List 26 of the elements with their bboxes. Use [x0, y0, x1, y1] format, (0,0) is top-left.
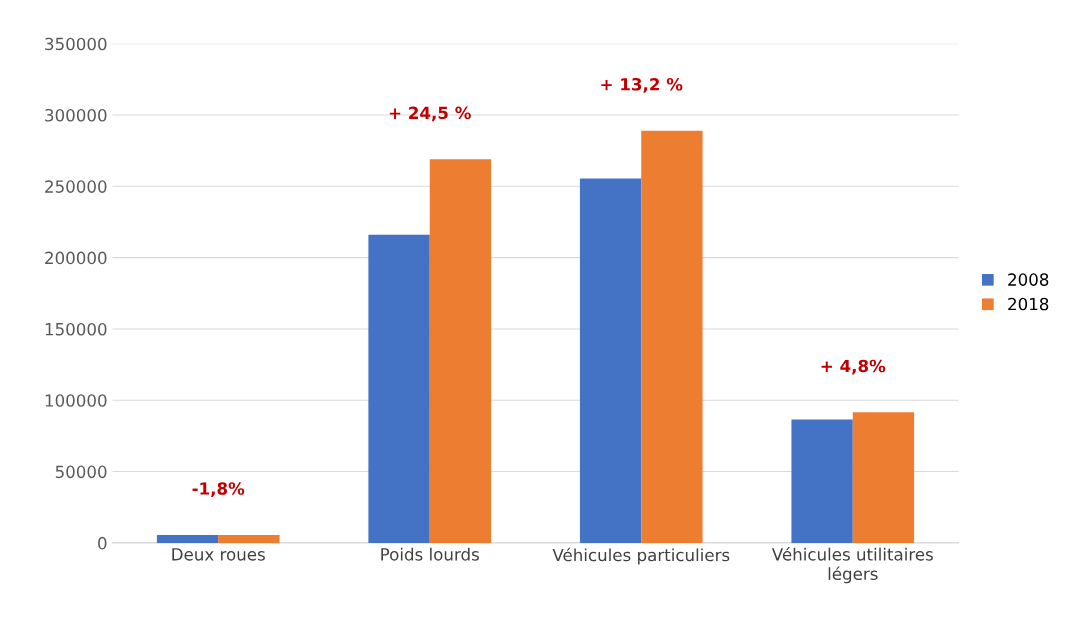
y-tick-label: 350000: [45, 37, 107, 51]
y-tick-label: 250000: [45, 180, 107, 193]
y-tick-label: 300000: [45, 108, 107, 122]
annotation: + 13,2 %: [601, 77, 683, 93]
y-tick-label: 200000: [45, 251, 107, 265]
bar: [368, 234, 430, 543]
y-tick-label: 50000: [55, 465, 107, 479]
bar: [429, 159, 492, 543]
annotation: + 4,8%: [821, 359, 886, 375]
legend-label: 2008: [1008, 273, 1049, 286]
x-tick-label: Véhicules utilitaires légers: [771, 547, 933, 584]
bar: [852, 412, 915, 543]
annotation: + 24,5 %: [389, 106, 471, 122]
y-tick-label: 100000: [45, 394, 107, 407]
bar: [641, 130, 703, 543]
bar: [791, 419, 853, 543]
x-tick-label: Poids lourds: [381, 547, 479, 561]
y-tick-label: 0: [98, 536, 107, 550]
annotation: -1,8%: [192, 482, 245, 497]
legend-label: 2018: [1008, 297, 1049, 311]
x-tick-label: Véhicules particuliers: [552, 547, 730, 565]
x-tick-label: Deux roues: [172, 548, 265, 561]
bar: [218, 535, 280, 543]
y-tick-label: 150000: [45, 322, 107, 336]
bar: [579, 178, 642, 543]
bar: [156, 534, 219, 543]
